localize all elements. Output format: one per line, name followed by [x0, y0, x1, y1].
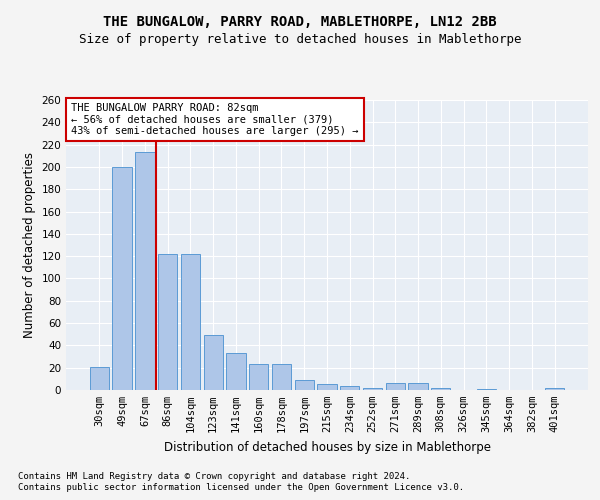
Bar	[317, 384, 337, 390]
Bar	[135, 152, 155, 390]
Bar	[203, 336, 223, 390]
Text: THE BUNGALOW, PARRY ROAD, MABLETHORPE, LN12 2BB: THE BUNGALOW, PARRY ROAD, MABLETHORPE, L…	[103, 15, 497, 29]
Bar	[158, 254, 178, 390]
Bar	[431, 388, 451, 390]
Bar	[90, 366, 109, 390]
Text: Contains HM Land Registry data © Crown copyright and database right 2024.: Contains HM Land Registry data © Crown c…	[18, 472, 410, 481]
Bar	[386, 384, 405, 390]
X-axis label: Distribution of detached houses by size in Mablethorpe: Distribution of detached houses by size …	[163, 440, 491, 454]
Bar	[181, 254, 200, 390]
Bar	[545, 388, 564, 390]
Y-axis label: Number of detached properties: Number of detached properties	[23, 152, 36, 338]
Text: Size of property relative to detached houses in Mablethorpe: Size of property relative to detached ho…	[79, 32, 521, 46]
Bar	[363, 388, 382, 390]
Bar	[112, 167, 132, 390]
Text: THE BUNGALOW PARRY ROAD: 82sqm
← 56% of detached houses are smaller (379)
43% of: THE BUNGALOW PARRY ROAD: 82sqm ← 56% of …	[71, 103, 359, 136]
Bar	[249, 364, 268, 390]
Bar	[340, 386, 359, 390]
Bar	[226, 353, 245, 390]
Bar	[272, 364, 291, 390]
Bar	[476, 389, 496, 390]
Text: Contains public sector information licensed under the Open Government Licence v3: Contains public sector information licen…	[18, 484, 464, 492]
Bar	[409, 384, 428, 390]
Bar	[295, 380, 314, 390]
